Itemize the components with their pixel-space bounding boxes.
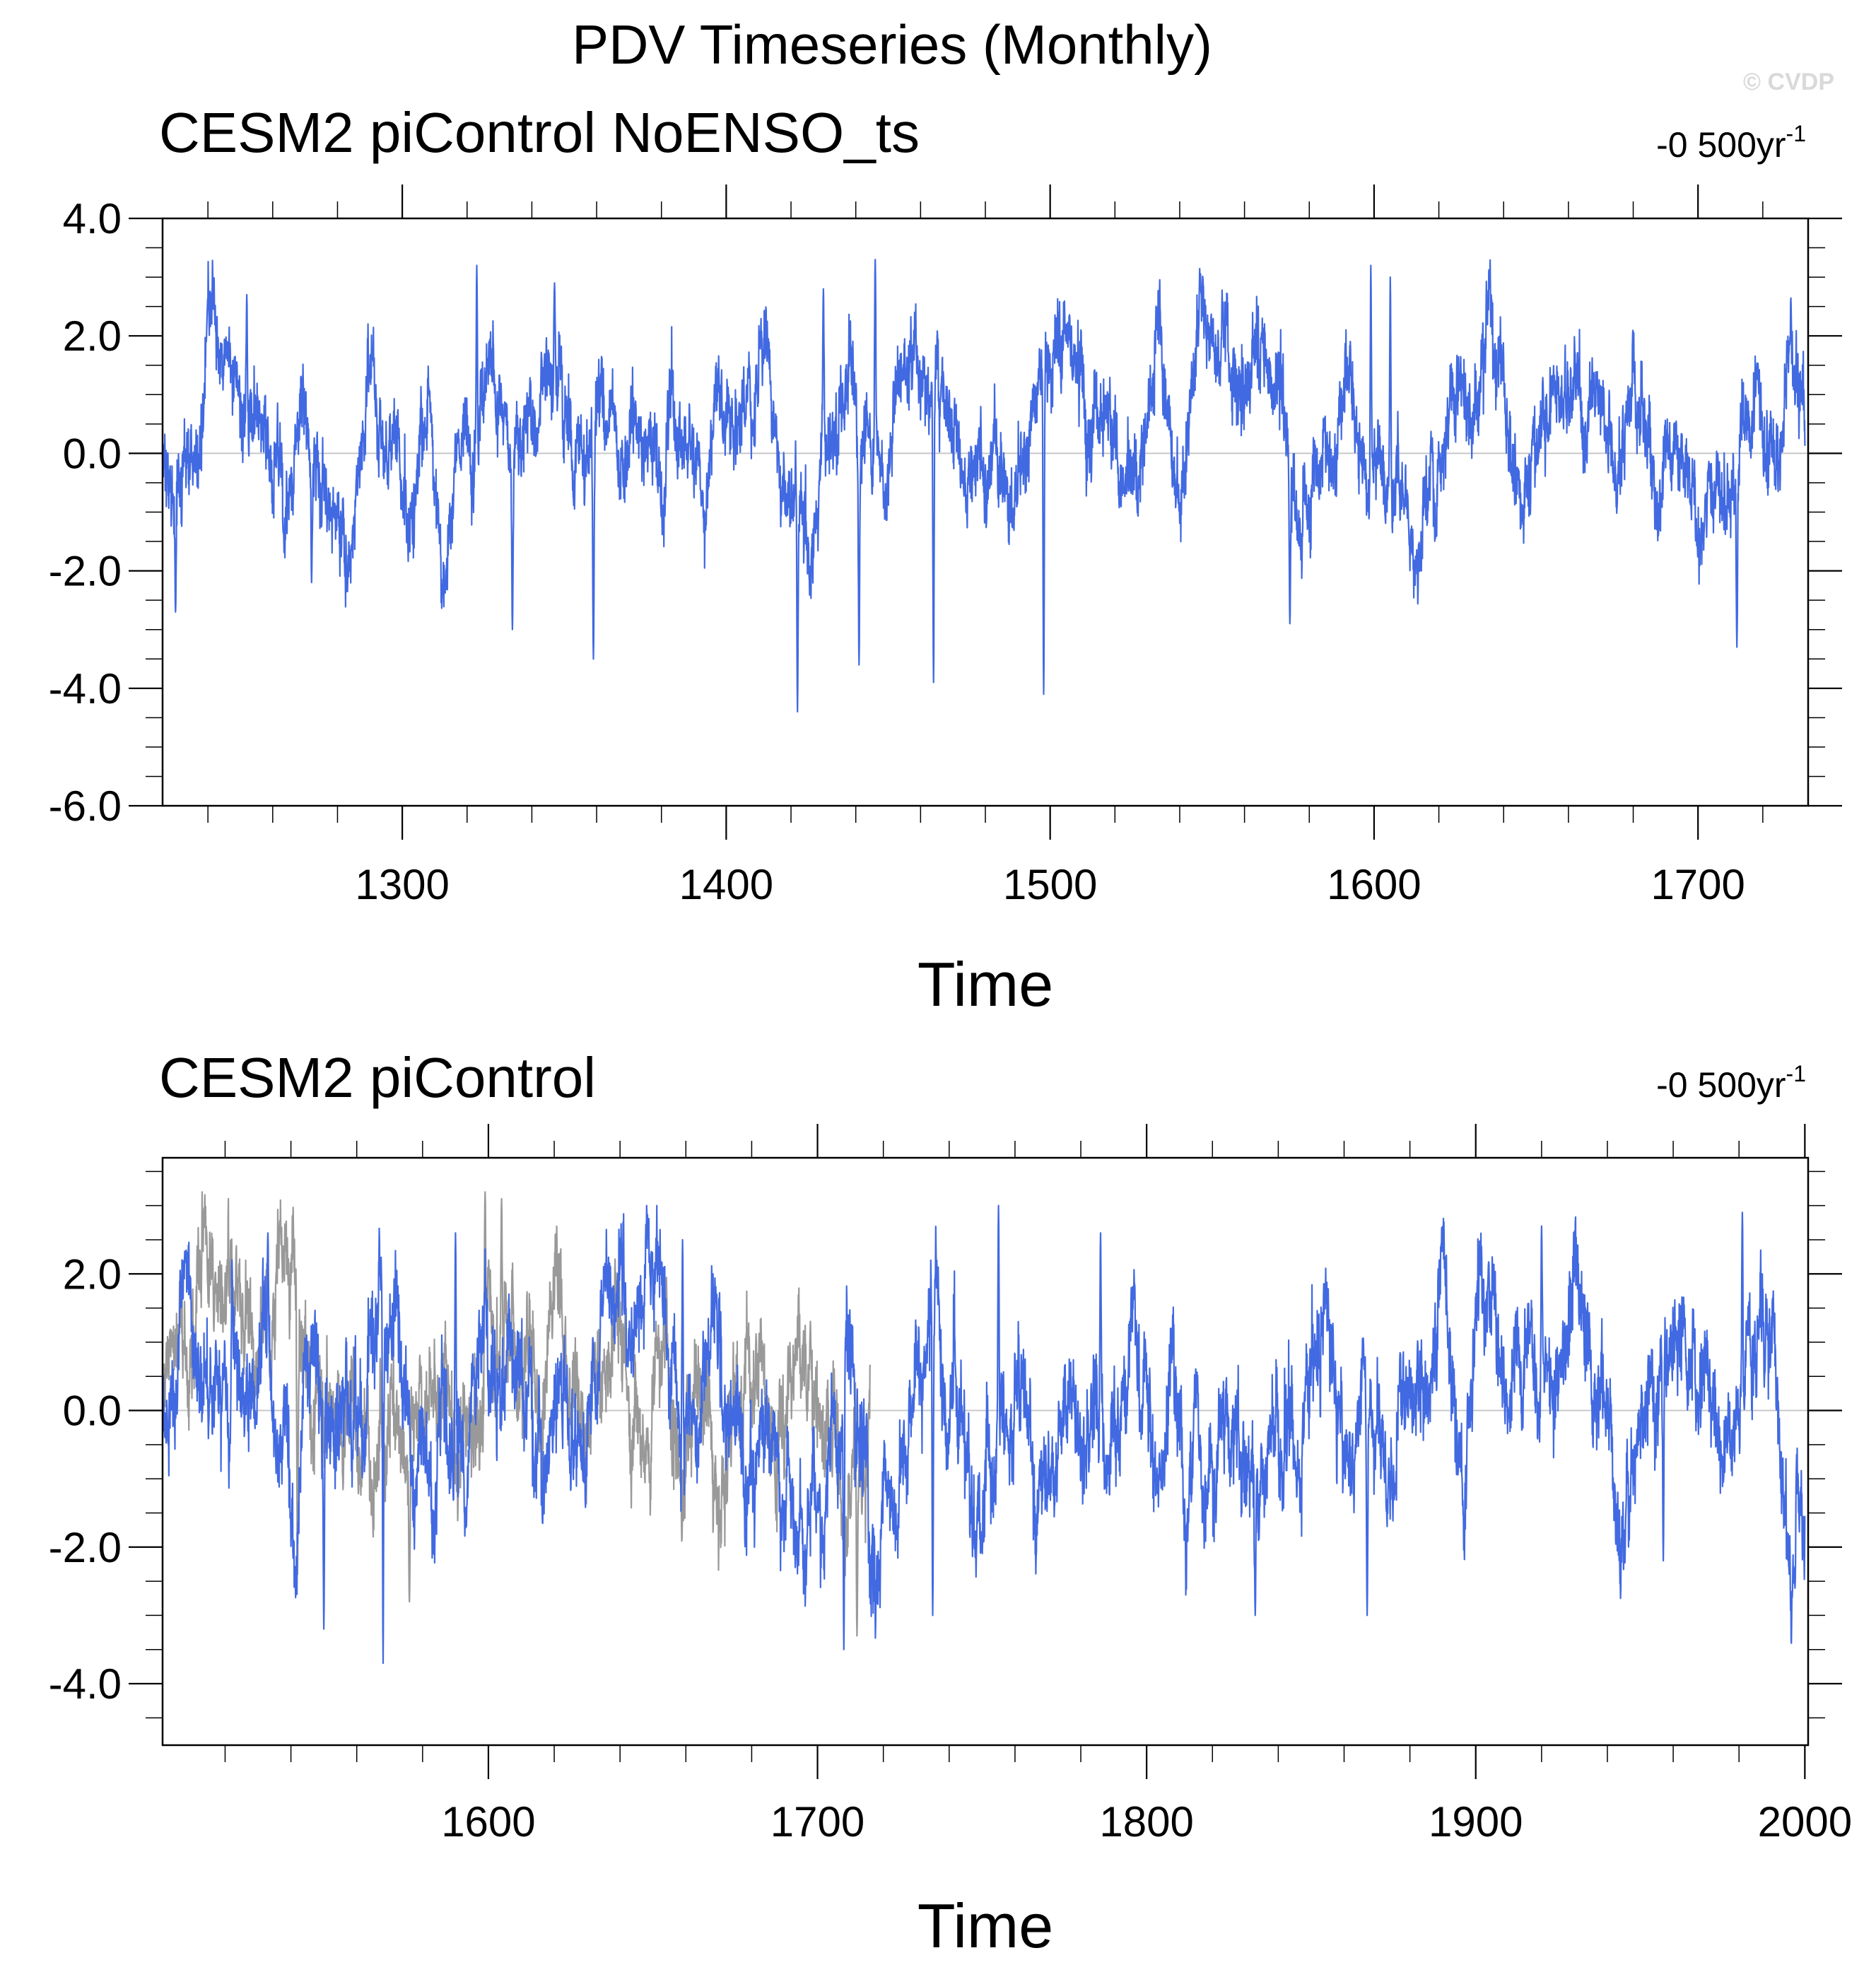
trend-label: -0 500yr-1 <box>1656 121 1806 165</box>
trend-label: -0 500yr-1 <box>1656 1061 1806 1105</box>
x-axis-label: Time <box>918 949 1053 1019</box>
figure-title: PDV Timeseries (Monthly) <box>572 13 1212 76</box>
y-tick-label: 2.0 <box>63 1250 122 1298</box>
x-tick-label: 1400 <box>679 861 773 908</box>
trend-exponent: -1 <box>1786 1061 1806 1086</box>
y-tick-label: -6.0 <box>49 782 122 830</box>
x-tick-label: 1700 <box>1651 861 1745 908</box>
y-tick-label: -2.0 <box>49 1524 122 1571</box>
series-line-0 <box>161 259 1806 713</box>
y-tick-label: -2.0 <box>49 548 122 595</box>
y-tick-label: 0.0 <box>63 1388 122 1435</box>
x-tick-label: 1700 <box>770 1798 864 1846</box>
plot-area: 2.0 0.0 -2.0 -4.0 1600 1700 1800 1900 2000 <box>49 1124 1852 1846</box>
x-tick-label: 2000 <box>1758 1798 1852 1846</box>
panel-noenso: CESM2 piControl NoENSO_ts -0 500yr-1 4.0… <box>49 101 1842 1019</box>
panel-title: CESM2 piControl <box>159 1046 596 1109</box>
panel-picontrol: CESM2 piControl -0 500yr-1 2.0 0.0 -2.0 -4.… <box>49 1046 1852 1961</box>
y-tick-label: 4.0 <box>63 195 122 242</box>
series-line-1 <box>161 1204 1806 1665</box>
panel-title: CESM2 piControl NoENSO_ts <box>159 101 920 164</box>
y-tick-label: -4.0 <box>49 1660 122 1708</box>
copyright-text: © CVDP <box>1743 69 1834 95</box>
x-tick-label: 1800 <box>1099 1798 1193 1846</box>
y-tick-label: 2.0 <box>63 312 122 360</box>
trend-exponent: -1 <box>1786 121 1806 146</box>
trend-value: -0 500yr <box>1656 1065 1786 1105</box>
x-tick-label: 1600 <box>1327 861 1421 908</box>
x-tick-label: 1600 <box>441 1798 535 1846</box>
trend-value: -0 500yr <box>1656 125 1786 165</box>
x-tick-label: 1900 <box>1429 1798 1523 1846</box>
plot-frame <box>161 1156 1810 1747</box>
x-axis-label: Time <box>918 1891 1053 1961</box>
plot-area: 4.0 2.0 0.0 -2.0 -4.0 -6.0 1300 1400 1500 1600 170… <box>49 184 1842 908</box>
y-tick-label: 0.0 <box>63 430 122 477</box>
x-tick-label: 1500 <box>1003 861 1097 908</box>
y-tick-label: -4.0 <box>49 665 122 712</box>
x-tick-label: 1300 <box>355 861 449 908</box>
